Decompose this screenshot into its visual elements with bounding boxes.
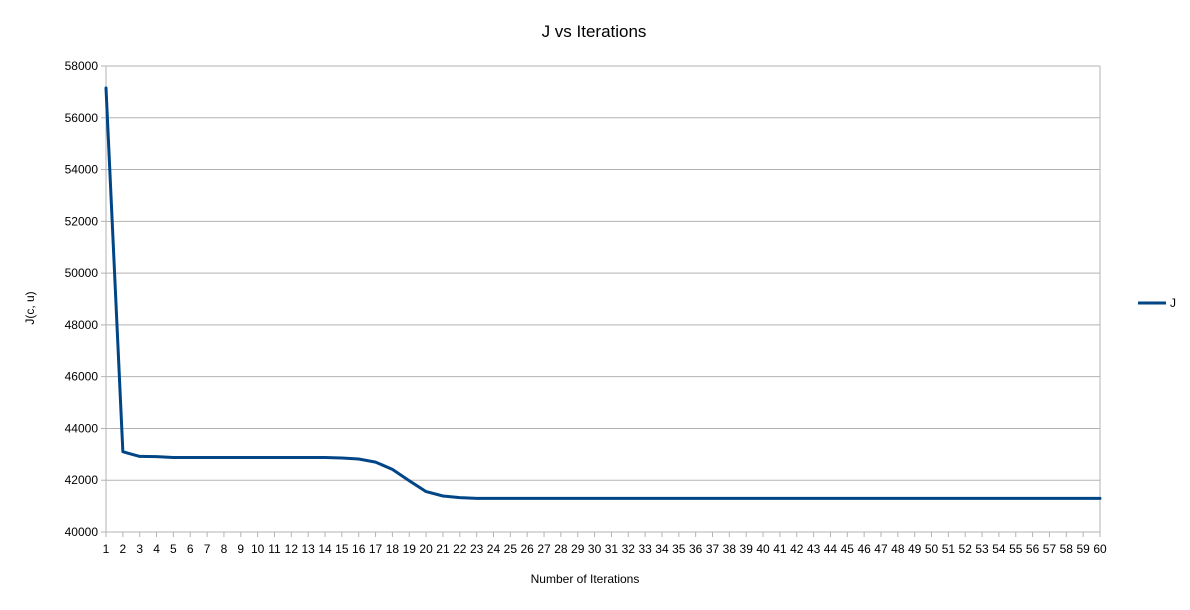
x-tick-label: 50 — [925, 542, 939, 556]
x-tick-label: 59 — [1076, 542, 1090, 556]
series-layer — [104, 86, 1102, 500]
x-tick-label: 12 — [285, 542, 299, 556]
x-tick-label: 60 — [1093, 542, 1107, 556]
x-tick-label: 58 — [1060, 542, 1074, 556]
x-tick-label: 51 — [942, 542, 956, 556]
x-tick-label: 48 — [891, 542, 905, 556]
y-tick-label: 56000 — [65, 111, 99, 125]
x-tick-label: 39 — [740, 542, 754, 556]
x-tick-label: 37 — [706, 542, 720, 556]
x-tick-label: 49 — [908, 542, 922, 556]
series-line-j — [104, 86, 1102, 500]
x-tick-label: 27 — [537, 542, 551, 556]
x-tick-label: 35 — [672, 542, 686, 556]
x-tick-label: 30 — [588, 542, 602, 556]
x-tick-label: 15 — [335, 542, 349, 556]
x-axis-label: Number of Iterations — [531, 572, 640, 586]
y-tick-label: 50000 — [65, 266, 99, 280]
x-tick-label: 16 — [352, 542, 366, 556]
y-tick-label: 40000 — [65, 525, 99, 539]
y-tick-label: 46000 — [65, 370, 99, 384]
x-tick-label: 32 — [622, 542, 636, 556]
x-tick-label: 2 — [120, 542, 127, 556]
x-tick-label: 21 — [436, 542, 450, 556]
x-tick-label: 4 — [153, 542, 160, 556]
x-tick-label: 40 — [756, 542, 770, 556]
x-tick-label: 23 — [470, 542, 484, 556]
x-tick-label: 22 — [453, 542, 467, 556]
x-tick-label: 13 — [301, 542, 315, 556]
x-tick-label: 9 — [237, 542, 244, 556]
y-tick-label: 42000 — [65, 473, 99, 487]
x-tick-label: 26 — [521, 542, 535, 556]
legend-label-j: J — [1170, 296, 1176, 310]
x-tick-label: 17 — [369, 542, 383, 556]
x-tick-label: 47 — [874, 542, 888, 556]
x-tick-label: 18 — [386, 542, 400, 556]
x-tick-label: 45 — [841, 542, 855, 556]
x-tick-label: 52 — [959, 542, 973, 556]
x-tick-label: 42 — [790, 542, 804, 556]
y-axis-label: J(c, u) — [23, 291, 37, 324]
y-tick-label: 54000 — [65, 163, 99, 177]
x-tick-label: 8 — [221, 542, 228, 556]
x-tick-label: 28 — [554, 542, 568, 556]
x-tick-label: 11 — [268, 542, 281, 556]
x-tick-label: 24 — [487, 542, 501, 556]
x-tick-label: 25 — [504, 542, 518, 556]
x-tick-label: 33 — [638, 542, 652, 556]
legend: J — [1138, 296, 1176, 310]
x-tick-label: 1 — [103, 542, 110, 556]
y-axis-ticks: 40000 42000 44000 46000 48000 50000 52000 54000… — [65, 59, 106, 539]
x-tick-label: 53 — [975, 542, 989, 556]
x-tick-label: 44 — [824, 542, 838, 556]
x-tick-label: 29 — [571, 542, 585, 556]
x-tick-label: 57 — [1043, 542, 1057, 556]
x-tick-label: 19 — [403, 542, 417, 556]
x-tick-label: 14 — [318, 542, 332, 556]
x-tick-label: 10 — [251, 542, 265, 556]
x-tick-label: 34 — [655, 542, 669, 556]
x-tick-label: 3 — [136, 542, 143, 556]
x-tick-label: 5 — [170, 542, 177, 556]
grid — [105, 65, 1101, 537]
x-tick-label: 55 — [1009, 542, 1023, 556]
x-tick-label: 7 — [204, 542, 211, 556]
x-tick-label: 54 — [992, 542, 1006, 556]
x-tick-label: 46 — [857, 542, 871, 556]
x-axis-ticks: 1 2 3 4 5 6 7 8 9 10 11 12 13 14 15 16 17 18 19 20 21 22 23 24 2… — [103, 532, 1107, 556]
chart-title: J vs Iterations — [542, 22, 647, 41]
x-tick-label: 41 — [773, 542, 787, 556]
x-tick-label: 43 — [807, 542, 821, 556]
x-tick-label: 38 — [723, 542, 737, 556]
x-tick-label: 31 — [605, 542, 619, 556]
y-tick-label: 52000 — [65, 214, 99, 228]
y-tick-label: 58000 — [65, 59, 99, 73]
y-tick-label: 44000 — [65, 421, 99, 435]
x-tick-label: 20 — [419, 542, 433, 556]
x-tick-label: 6 — [187, 542, 194, 556]
x-tick-label: 56 — [1026, 542, 1040, 556]
y-tick-label: 48000 — [65, 318, 99, 332]
x-tick-label: 36 — [689, 542, 703, 556]
